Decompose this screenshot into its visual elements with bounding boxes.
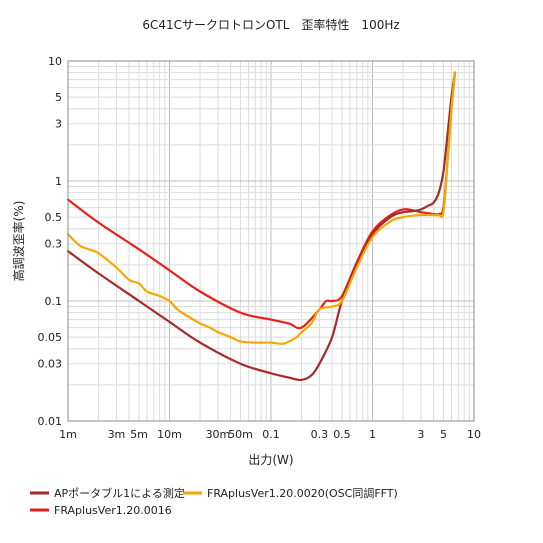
- y-tick-label: 3: [55, 118, 62, 131]
- y-tick-label: 5: [55, 91, 62, 104]
- y-axis-label: 高調波歪率(%): [11, 201, 26, 282]
- y-tick-label: 1: [55, 175, 62, 188]
- legend: APポータブル1による測定 FRAplusVer1.20.0016 FRAplusV…: [30, 486, 398, 517]
- y-tick-label: 0.03: [38, 358, 63, 371]
- y-tick-label: 0.5: [45, 211, 63, 224]
- x-axis-label: 出力(W): [248, 453, 293, 467]
- x-tick-label: 0.5: [333, 428, 351, 441]
- y-tick-label: 0.01: [38, 415, 63, 428]
- y-tick-label: 0.1: [45, 295, 63, 308]
- y-tick-label: 10: [48, 55, 62, 68]
- x-tick-label: 1: [369, 428, 376, 441]
- x-tick-label: 30m: [206, 428, 231, 441]
- x-tick-label: 1m: [59, 428, 77, 441]
- chart-title: 6C41CサークロトロンOTL 歪率特性 100Hz: [142, 17, 399, 32]
- series-line-3: [66, 71, 457, 345]
- y-tick-label: 0.3: [45, 238, 63, 251]
- legend-label: FRAplusVer1.20.0016: [54, 504, 172, 517]
- x-tick-label: 10m: [157, 428, 182, 441]
- plot-border: [67, 60, 475, 422]
- legend-label: FRAplusVer1.20.0020(OSC同調FFT): [207, 486, 398, 500]
- x-tick-label: 0.1: [262, 428, 280, 441]
- x-tick-label: 5m: [130, 428, 148, 441]
- x-tick-label: 3: [417, 428, 424, 441]
- x-tick-label: 5: [440, 428, 447, 441]
- grid: [68, 61, 474, 421]
- y-tick-label: 0.05: [38, 331, 63, 344]
- plot-area: [66, 60, 475, 422]
- x-tick-label: 10: [467, 428, 481, 441]
- y-axis-ticks: 0.01 0.03 0.05 0.1 0.3 0.5 1 3 5 10: [38, 55, 63, 428]
- series-group: [66, 71, 457, 382]
- x-tick-label: 3m: [108, 428, 126, 441]
- x-tick-label: 50m: [228, 428, 253, 441]
- x-tick-label: 0.3: [311, 428, 329, 441]
- legend-label: APポータブル1による測定: [54, 486, 185, 500]
- series-line-1: [66, 71, 457, 382]
